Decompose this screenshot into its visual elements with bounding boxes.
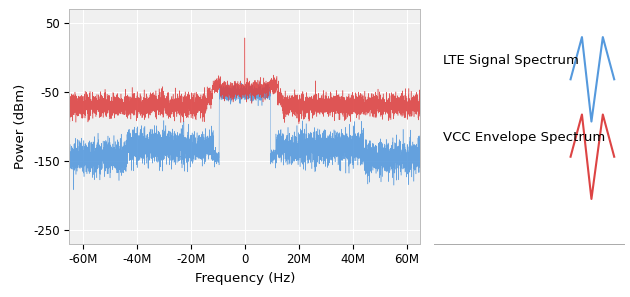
Text: LTE Signal Spectrum: LTE Signal Spectrum: [444, 54, 579, 67]
X-axis label: Frequency (Hz): Frequency (Hz): [195, 272, 295, 285]
Y-axis label: Power (dBm): Power (dBm): [14, 83, 27, 169]
Text: VCC Envelope Spectrum: VCC Envelope Spectrum: [444, 132, 605, 144]
